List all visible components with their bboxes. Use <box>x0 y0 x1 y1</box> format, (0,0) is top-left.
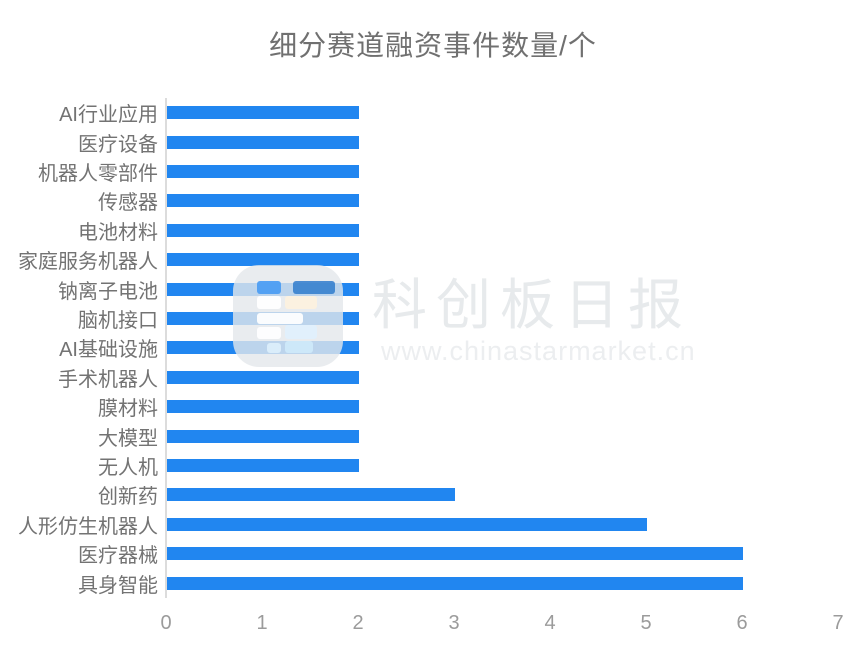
bar <box>167 194 359 208</box>
category-label: 钠离子电池 <box>58 280 158 303</box>
bar <box>167 370 359 384</box>
bar-row <box>167 363 839 392</box>
watermark-url-text: www.chinastarmarket.cn <box>381 336 696 366</box>
x-tick-label: 6 <box>736 612 748 634</box>
category-label: AI行业应用 <box>59 104 158 127</box>
x-tick-label: 1 <box>256 612 268 634</box>
bar-row <box>167 539 839 568</box>
watermark-logo-block <box>285 296 317 309</box>
bar <box>167 106 359 120</box>
bar-row <box>167 392 839 421</box>
category-label: 手术机器人 <box>58 368 158 391</box>
bar-row <box>167 216 839 245</box>
x-tick-label: 0 <box>160 612 172 634</box>
category-label: 膜材料 <box>98 398 158 421</box>
x-tick-label: 3 <box>448 612 460 634</box>
bar <box>167 253 359 267</box>
bar-row <box>167 157 839 186</box>
category-label: 人形仿生机器人 <box>18 515 158 538</box>
bar <box>167 223 359 237</box>
x-axis-tick-labels: 0 1 2 3 4 5 6 7 <box>160 612 843 638</box>
bar <box>167 517 647 531</box>
x-tick-label: 2 <box>352 612 364 634</box>
bar <box>167 429 359 443</box>
bar <box>167 576 743 590</box>
x-tick-label: 4 <box>544 612 556 634</box>
chart-title: 细分赛道融资事件数量/个 <box>269 30 597 61</box>
x-tick-label: 5 <box>640 612 652 634</box>
bar <box>167 459 359 473</box>
bar-row <box>167 421 839 450</box>
category-label: 脑机接口 <box>78 310 158 333</box>
category-label: 具身智能 <box>78 574 158 597</box>
category-label: 无人机 <box>98 457 158 480</box>
category-label: 医疗设备 <box>78 133 158 156</box>
bar-row <box>167 569 839 598</box>
watermark-logo-block <box>257 281 281 294</box>
bar-row <box>167 510 839 539</box>
watermark-logo-block <box>257 296 281 309</box>
category-label: AI基础设施 <box>59 339 158 362</box>
x-tick-label: 7 <box>832 612 844 634</box>
bar-row <box>167 245 839 274</box>
category-label: 传感器 <box>98 192 158 215</box>
bar <box>167 488 455 502</box>
category-label: 医疗器械 <box>78 545 158 568</box>
category-label: 大模型 <box>98 427 158 450</box>
category-label: 家庭服务机器人 <box>18 251 158 274</box>
y-axis-line <box>165 98 167 598</box>
bar <box>167 547 743 561</box>
bar-row <box>167 127 839 156</box>
bar <box>167 400 359 414</box>
bar-row <box>167 98 839 127</box>
bar-row <box>167 186 839 215</box>
category-axis-labels: AI行业应用医疗设备机器人零部件传感器电池材料家庭服务机器人钠离子电池脑机接口 A… <box>0 98 158 598</box>
watermark-logo-block <box>293 281 335 294</box>
watermark-brand-text: 科创板日报 <box>372 274 693 336</box>
watermark-logo-block <box>257 327 281 339</box>
bar <box>167 135 359 149</box>
bar-row <box>167 480 839 509</box>
bar-row <box>167 451 839 480</box>
watermark-logo <box>233 265 343 367</box>
category-label: 创新药 <box>98 486 158 509</box>
watermark-logo-block <box>285 325 317 339</box>
watermark-logo-block <box>285 341 313 353</box>
category-label: 电池材料 <box>78 221 158 244</box>
category-label: 机器人零部件 <box>38 163 158 186</box>
bar <box>167 165 359 179</box>
watermark-logo-block <box>267 343 281 353</box>
watermark-logo-block <box>257 313 303 324</box>
